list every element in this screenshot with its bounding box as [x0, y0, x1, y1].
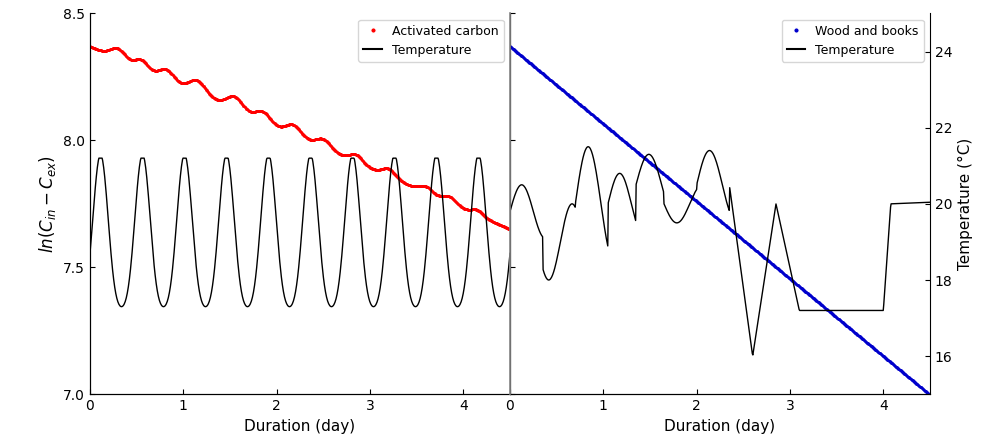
Legend: Wood and books, Temperature: Wood and books, Temperature — [782, 20, 924, 62]
X-axis label: Duration (day): Duration (day) — [244, 419, 356, 434]
Y-axis label: Temperature (°C): Temperature (°C) — [958, 138, 973, 270]
Legend: Activated carbon, Temperature: Activated carbon, Temperature — [358, 20, 504, 62]
X-axis label: Duration (day): Duration (day) — [664, 419, 776, 434]
Y-axis label: $ln(C_{in} - C_{ex})$: $ln(C_{in} - C_{ex})$ — [37, 155, 58, 253]
